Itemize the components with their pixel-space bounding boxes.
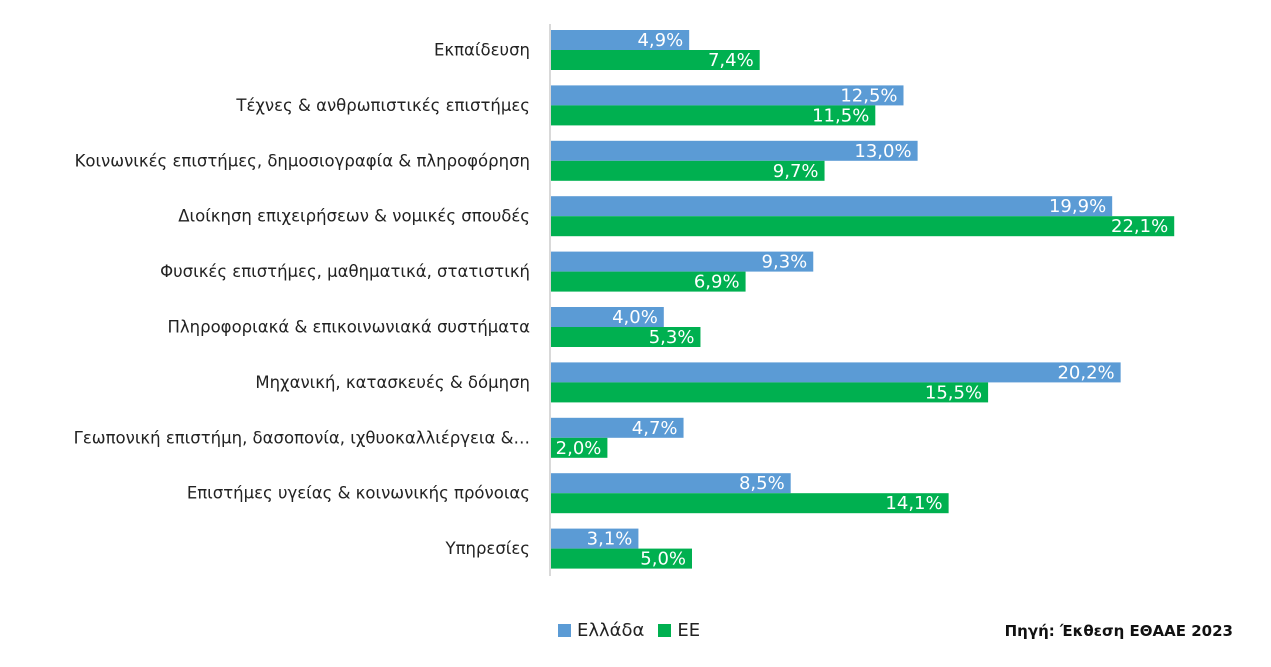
bar-ellada — [551, 140, 918, 161]
bar-ee — [551, 216, 1175, 237]
category-label: Μηχανική, κατασκευές & δόμηση — [255, 373, 530, 392]
data-label-ellada: 9,3% — [762, 252, 808, 273]
bar-ellada — [551, 30, 690, 50]
data-label-ellada: 4,7% — [632, 418, 678, 439]
bar-ee — [551, 493, 949, 514]
category-labels: Εκπαίδευση Τέχνες & ανθρωπιστικές επιστήμ… — [74, 41, 530, 559]
data-label-ee: 7,4% — [708, 50, 754, 71]
category-label: Διοίκηση επιχειρήσεων & νομικές σπουδές — [178, 207, 530, 226]
data-label-ee: 2,0% — [556, 438, 602, 459]
bars — [551, 30, 1175, 569]
data-label-ellada: 3,1% — [587, 529, 633, 550]
bar-ellada — [551, 528, 639, 549]
category-label: Φυσικές επιστήμες, μαθηματικά, στατιστικ… — [160, 262, 530, 281]
data-label-ellada: 13,0% — [854, 141, 911, 162]
bar-ee — [551, 271, 746, 292]
bar-ee — [551, 160, 825, 181]
data-label-ee: 6,9% — [694, 272, 740, 293]
data-label-ee: 15,5% — [925, 382, 982, 403]
bar-ee — [551, 548, 692, 569]
bar-ee — [551, 50, 760, 70]
bar-ee — [551, 327, 701, 347]
category-label: Γεωπονική επιστήμη, δασοπονία, ιχθυοκαλλ… — [74, 428, 530, 447]
data-label-ellada: 19,9% — [1049, 196, 1106, 217]
data-label-ee: 5,0% — [640, 549, 686, 570]
source-note: Πηγή: Έκθεση ΕΘΑΑΕ 2023 — [1004, 622, 1233, 640]
data-labels: 4,9% 7,4% 12,5%11,5% 13,0% 9,7% 19,9%22,1% 9,3… — [556, 30, 1169, 570]
category-label: Κοινωνικές επιστήμες, δημοσιογραφία & πλ… — [75, 151, 530, 170]
bar-ellada — [551, 196, 1113, 217]
legend-item-ee: ΕΕ — [658, 620, 700, 641]
bar-ee — [551, 105, 876, 126]
legend: Ελλάδα ΕΕ — [558, 620, 700, 641]
data-label-ee: 11,5% — [812, 105, 869, 126]
legend-label-ellada: Ελλάδα — [577, 620, 645, 641]
bar-ee — [551, 437, 608, 458]
bar-ellada — [551, 307, 664, 327]
data-label-ellada: 12,5% — [840, 85, 897, 106]
legend-item-ellada: Ελλάδα — [558, 620, 644, 641]
category-label: Πληροφοριακά & επικοινωνιακά συστήματα — [167, 318, 530, 337]
bar-ellada — [551, 251, 814, 272]
legend-label-ee: ΕΕ — [677, 620, 701, 641]
legend-swatch-ellada — [558, 624, 571, 637]
data-label-ellada: 4,9% — [637, 30, 683, 51]
data-label-ee: 5,3% — [649, 327, 695, 348]
data-label-ee: 14,1% — [885, 493, 942, 514]
bar-ellada — [551, 473, 791, 494]
bar-ellada — [551, 362, 1121, 383]
data-label-ee: 9,7% — [773, 161, 819, 182]
bar-ee — [551, 382, 989, 403]
data-label-ee: 22,1% — [1111, 216, 1168, 237]
category-label: Επιστήμες υγείας & κοινωνικής πρόνοιας — [187, 484, 530, 503]
bar-ellada — [551, 85, 904, 106]
bar-ellada — [551, 417, 684, 438]
category-label: Υπηρεσίες — [444, 539, 530, 558]
legend-swatch-ee — [658, 624, 672, 637]
data-label-ellada: 20,2% — [1057, 362, 1114, 383]
category-label: Εκπαίδευση — [434, 41, 530, 60]
data-label-ellada: 8,5% — [739, 473, 785, 494]
data-label-ellada: 4,0% — [612, 307, 658, 328]
category-label: Τέχνες & ανθρωπιστικές επιστήμες — [235, 96, 530, 115]
